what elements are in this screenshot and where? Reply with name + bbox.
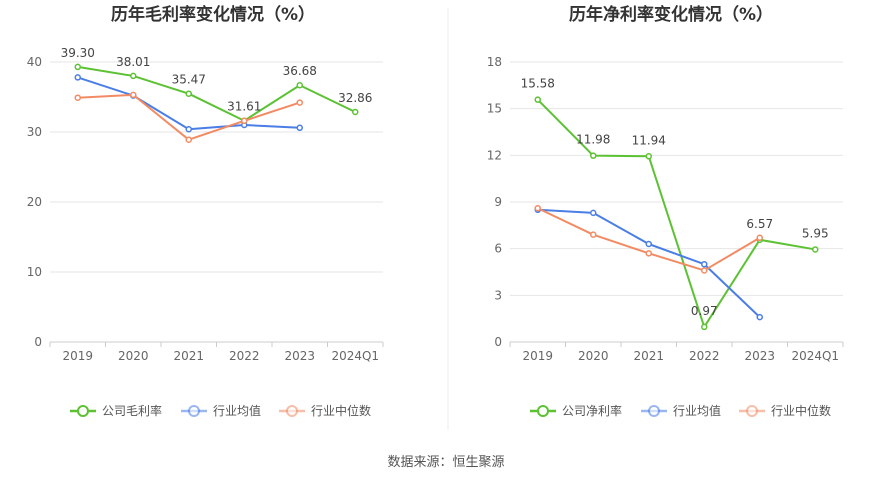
x-tick-label: 2019 bbox=[522, 349, 553, 363]
data-label: 5.95 bbox=[802, 226, 829, 240]
legend-label: 行业均值 bbox=[213, 403, 261, 418]
series-line-1 bbox=[537, 98, 816, 328]
data-label: 31.61 bbox=[227, 100, 261, 114]
data-point bbox=[812, 246, 819, 253]
x-tick-label: 2022 bbox=[229, 349, 260, 363]
data-point bbox=[241, 117, 248, 125]
legend-marker-icon bbox=[286, 405, 298, 417]
x-tick-label: 2020 bbox=[118, 349, 149, 363]
legend-label: 行业中位数 bbox=[311, 403, 371, 418]
x-tick-label: 2021 bbox=[633, 349, 664, 363]
y-tick-label: 3 bbox=[494, 288, 502, 302]
y-tick-label: 6 bbox=[494, 242, 502, 256]
legend-item-2: 行业均值 bbox=[641, 403, 721, 418]
chart-title: 历年毛利率变化情况（%） bbox=[111, 4, 315, 25]
legend-marker-icon bbox=[746, 405, 758, 417]
data-point bbox=[590, 231, 597, 238]
legend-item-3: 行业中位数 bbox=[279, 403, 371, 418]
series-line-3 bbox=[77, 93, 301, 141]
data-point bbox=[74, 63, 81, 71]
y-tick-label: 9 bbox=[494, 195, 502, 209]
x-tick-label: 2024Q1 bbox=[331, 349, 379, 363]
data-point bbox=[74, 74, 81, 81]
data-point bbox=[645, 250, 652, 257]
data-point bbox=[756, 313, 763, 321]
x-tick-label: 2019 bbox=[62, 349, 93, 363]
series-line-1 bbox=[77, 65, 356, 122]
data-point bbox=[296, 99, 303, 106]
data-label: 35.47 bbox=[172, 73, 206, 87]
data-point bbox=[185, 90, 192, 97]
legend-label: 行业均值 bbox=[673, 403, 721, 418]
legend-marker-icon bbox=[537, 405, 549, 417]
data-point bbox=[185, 125, 192, 133]
x-tick-label: 2023 bbox=[744, 349, 775, 363]
chart-panel-1: 历年毛利率变化情况（%） 0 10 20 30 40 2019 2020 2021 2022 202… bbox=[27, 4, 384, 418]
series-line-3 bbox=[537, 207, 761, 272]
data-label: 39.30 bbox=[61, 46, 95, 60]
y-tick-label: 30 bbox=[27, 125, 42, 139]
y-tick-label: 12 bbox=[487, 148, 502, 162]
data-point bbox=[534, 204, 541, 212]
data-point bbox=[756, 234, 763, 242]
legend-item-1: 公司净利率 bbox=[530, 403, 622, 418]
y-tick-label: 18 bbox=[487, 55, 502, 69]
data-label: 38.01 bbox=[116, 55, 150, 69]
data-point bbox=[701, 323, 708, 331]
legend-label: 行业中位数 bbox=[771, 403, 831, 418]
y-tick-label: 10 bbox=[27, 265, 42, 279]
data-label: 11.98 bbox=[576, 133, 610, 147]
series-line-2 bbox=[537, 208, 761, 318]
legend-label: 公司净利率 bbox=[562, 403, 622, 418]
data-point bbox=[74, 94, 81, 101]
source-note: 数据来源：恒生聚源 bbox=[387, 455, 504, 470]
y-tick-label: 40 bbox=[27, 55, 42, 69]
data-point bbox=[590, 152, 597, 159]
x-tick-label: 2021 bbox=[173, 349, 204, 363]
data-point bbox=[185, 136, 192, 143]
data-point bbox=[701, 267, 708, 274]
data-label: 36.68 bbox=[283, 64, 317, 78]
data-point bbox=[296, 124, 303, 132]
data-point bbox=[534, 96, 541, 103]
x-tick-label: 2020 bbox=[578, 349, 609, 363]
x-tick-label: 2024Q1 bbox=[791, 349, 839, 363]
legend-label: 公司毛利率 bbox=[102, 403, 162, 418]
legend-marker-icon bbox=[648, 405, 660, 417]
data-point bbox=[701, 260, 708, 268]
data-label: 6.57 bbox=[746, 217, 773, 231]
legend-marker-icon bbox=[77, 405, 89, 417]
data-point bbox=[645, 153, 652, 160]
y-tick-label: 0 bbox=[34, 335, 42, 349]
data-point bbox=[590, 209, 597, 217]
x-tick-label: 2022 bbox=[689, 349, 720, 363]
legend-item-2: 行业均值 bbox=[181, 403, 261, 418]
legend-marker-icon bbox=[188, 405, 200, 417]
data-point bbox=[130, 72, 137, 80]
y-tick-label: 0 bbox=[494, 335, 502, 349]
data-point bbox=[296, 81, 303, 89]
chart-title: 历年净利率变化情况（%） bbox=[569, 4, 773, 25]
x-tick-label: 2023 bbox=[284, 349, 315, 363]
data-point bbox=[130, 91, 137, 99]
data-label: 32.86 bbox=[338, 91, 372, 105]
data-label: 15.58 bbox=[521, 77, 555, 91]
data-point bbox=[645, 240, 652, 248]
y-tick-label: 15 bbox=[487, 102, 502, 116]
data-point bbox=[352, 108, 359, 116]
y-tick-label: 20 bbox=[27, 195, 42, 209]
data-label: 0.97 bbox=[691, 304, 718, 318]
legend-item-1: 公司毛利率 bbox=[70, 403, 162, 418]
legend-item-3: 行业中位数 bbox=[739, 403, 831, 418]
chart-panel-2: 历年净利率变化情况（%） 0 3 6 9 12 15 18 2019 2020 2021 2022 20… bbox=[487, 4, 844, 418]
data-label: 11.94 bbox=[632, 133, 666, 147]
